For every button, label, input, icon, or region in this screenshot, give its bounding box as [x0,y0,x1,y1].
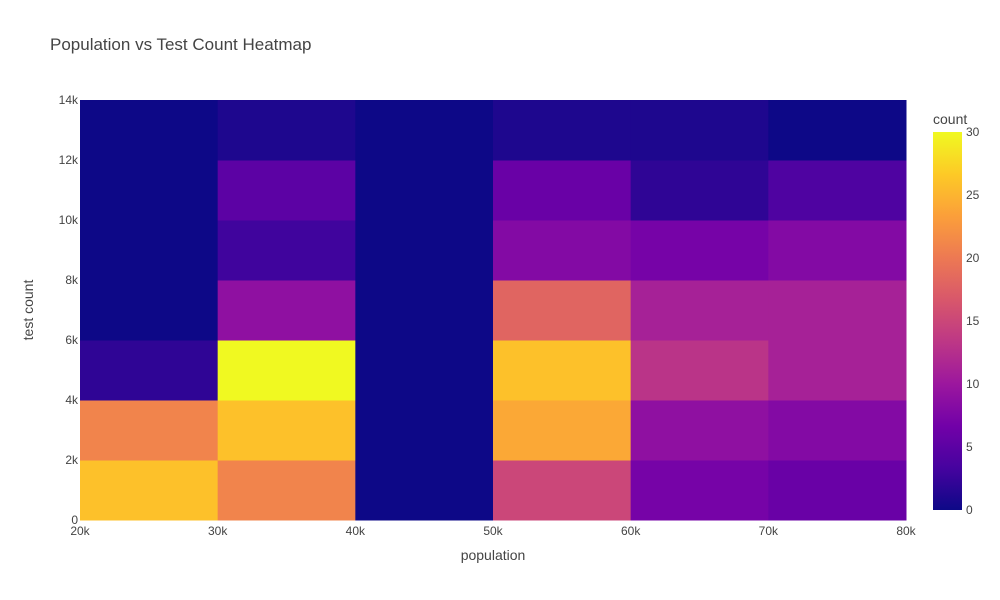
heatmap-cell-r6-c4[interactable] [630,100,769,161]
heatmap-cell-r5-c0[interactable] [80,160,219,221]
heatmap-cell-r6-c1[interactable] [217,100,356,161]
heatmap-cell-r1-c0[interactable] [80,400,219,461]
colorbar-tick-label: 0 [966,503,973,517]
colorbar: count 0 5 10 15 20 25 30 [933,111,980,517]
y-axis-title: test count [20,280,36,341]
chart-title: Population vs Test Count Heatmap [50,35,311,54]
heatmap-cell-r5-c4[interactable] [630,160,769,221]
heatmap-cell-r3-c4[interactable] [630,280,769,341]
y-tick-label: 4k [65,393,79,407]
y-tick-label: 8k [65,273,79,287]
heatmap-cell-r1-c3[interactable] [493,400,632,461]
heatmap-cell-r5-c2[interactable] [355,160,494,221]
heatmap-cell-r2-c2[interactable] [355,340,494,401]
heatmap-cell-r6-c3[interactable] [493,100,632,161]
colorbar-gradient [933,132,962,510]
heatmap-cell-r2-c3[interactable] [493,340,632,401]
heatmap-cell-r5-c5[interactable] [768,160,907,221]
x-tick-label: 60k [621,524,641,538]
heatmap-cell-r5-c3[interactable] [493,160,632,221]
heatmap-cell-r1-c4[interactable] [630,400,769,461]
x-tick-label: 30k [208,524,228,538]
colorbar-title: count [933,111,967,127]
heatmap-cell-r2-c0[interactable] [80,340,219,401]
heatmap-cell-r0-c2[interactable] [355,460,494,521]
heatmap-cell-r3-c1[interactable] [217,280,356,341]
heatmap-cell-r3-c5[interactable] [768,280,907,341]
heatmap-cell-r0-c3[interactable] [493,460,632,521]
heatmap-cell-r0-c5[interactable] [768,460,907,521]
heatmap-cell-r2-c4[interactable] [630,340,769,401]
colorbar-tick-label: 25 [966,188,980,202]
heatmap-cell-r3-c2[interactable] [355,280,494,341]
x-tick-label: 70k [759,524,779,538]
heatmap-cell-r1-c1[interactable] [217,400,356,461]
heatmap-cell-r0-c1[interactable] [217,460,356,521]
heatmap-cell-r4-c5[interactable] [768,220,907,281]
heatmap-cell-r2-c5[interactable] [768,340,907,401]
y-tick-label: 2k [65,453,79,467]
x-tick-label: 80k [896,524,916,538]
x-tick-label: 40k [346,524,366,538]
heatmap-cell-r0-c4[interactable] [630,460,769,521]
heatmap-cell-r1-c2[interactable] [355,400,494,461]
heatmap-cell-r1-c5[interactable] [768,400,907,461]
x-axis-ticks: 20k 30k 40k 50k 60k 70k 80k [70,524,916,538]
colorbar-tick-label: 5 [966,440,973,454]
heatmap-cell-r6-c2[interactable] [355,100,494,161]
colorbar-tick-label: 20 [966,251,980,265]
heatmap-cells [80,100,907,521]
heatmap-cell-r4-c0[interactable] [80,220,219,281]
colorbar-tick-label: 30 [966,125,980,139]
y-axis-ticks: 0 2k 4k 6k 8k 10k 12k 14k [59,93,79,527]
heatmap-cell-r4-c2[interactable] [355,220,494,281]
colorbar-tick-label: 10 [966,377,980,391]
y-tick-label: 14k [59,93,79,107]
x-tick-label: 50k [483,524,503,538]
colorbar-ticks: 0 5 10 15 20 25 30 [966,125,980,517]
heatmap-cell-r4-c1[interactable] [217,220,356,281]
heatmap-cell-r6-c5[interactable] [768,100,907,161]
heatmap-cell-r2-c1[interactable] [217,340,356,401]
heatmap-cell-r5-c1[interactable] [217,160,356,221]
y-tick-label: 12k [59,153,79,167]
y-tick-label: 10k [59,213,79,227]
colorbar-tick-label: 15 [966,314,980,328]
heatmap-cell-r3-c3[interactable] [493,280,632,341]
x-tick-label: 20k [70,524,90,538]
heatmap-cell-r6-c0[interactable] [80,100,219,161]
y-tick-label: 0 [71,513,78,527]
x-axis-title: population [461,547,526,563]
heatmap-cell-r4-c3[interactable] [493,220,632,281]
y-tick-label: 6k [65,333,79,347]
heatmap-cell-r4-c4[interactable] [630,220,769,281]
heatmap-cell-r3-c0[interactable] [80,280,219,341]
heatmap-cell-r0-c0[interactable] [80,460,219,521]
